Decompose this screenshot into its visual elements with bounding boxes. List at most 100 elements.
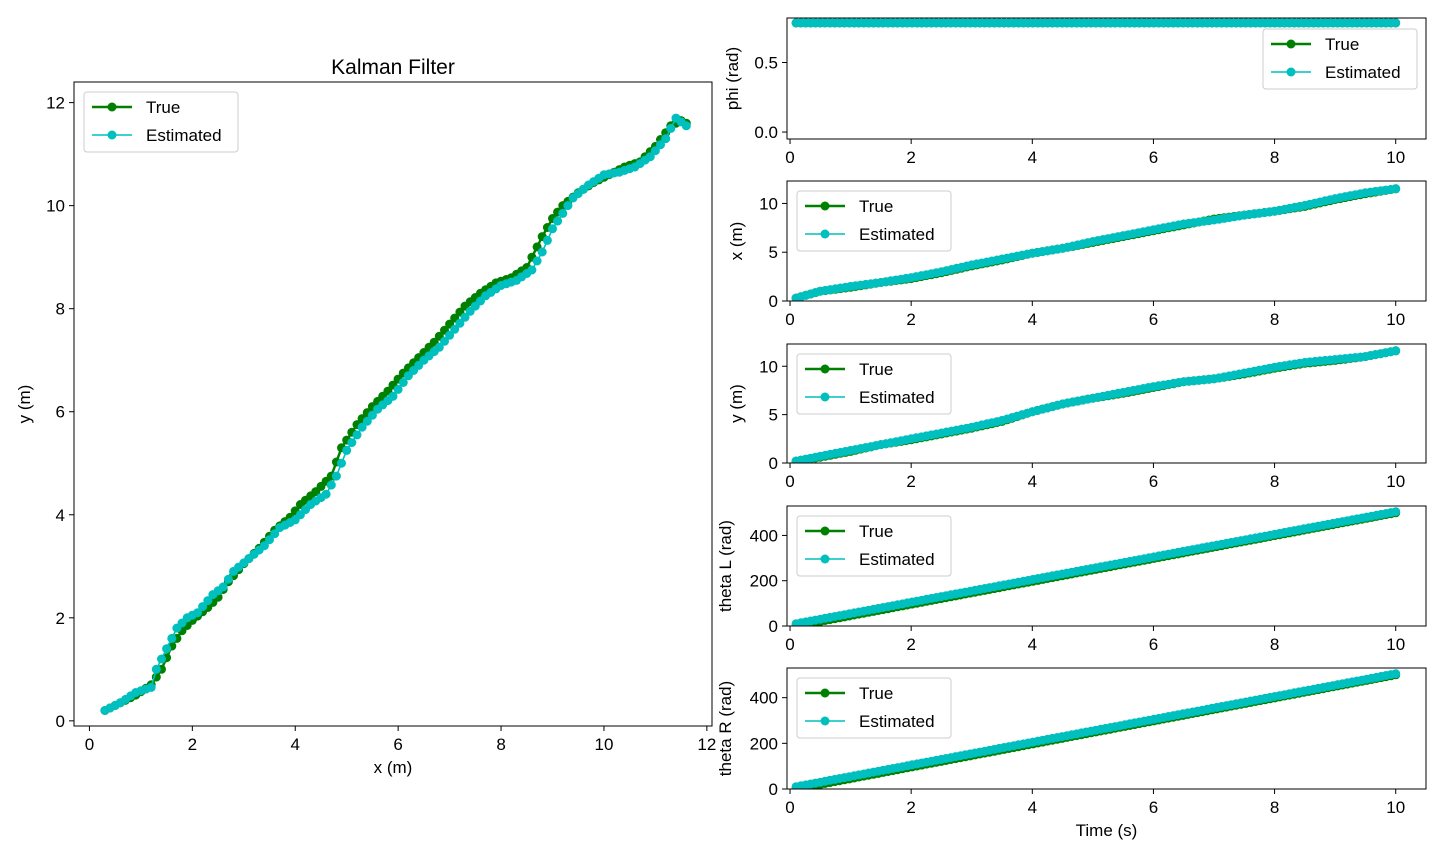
- chart-phi: 0 2 4 6 8 10 0.0 0.5 phi (rad) True Estimated: [723, 17, 1427, 167]
- x-tick-label: 8: [496, 735, 505, 754]
- plot-area: [791, 507, 1401, 626]
- plot-area: [791, 184, 1401, 301]
- data-point: [650, 146, 660, 156]
- x-tick-label: 8: [1270, 635, 1279, 654]
- legend-swatch-marker: [107, 130, 117, 140]
- data-point: [331, 471, 341, 481]
- data-point: [434, 342, 444, 352]
- data-point: [398, 378, 408, 387]
- legend-swatch-marker: [107, 102, 117, 112]
- legend-label-true: True: [859, 360, 893, 379]
- x-tick-label: 0: [785, 310, 794, 329]
- data-point: [362, 416, 372, 426]
- x-tick-label: 10: [1386, 310, 1405, 329]
- legend: True Estimated: [83, 91, 239, 153]
- x-axis-label: Time (s): [1076, 821, 1138, 840]
- x-tick-label: 4: [291, 735, 300, 754]
- axes-frame: [786, 667, 1427, 790]
- x-axis-label: x (m): [374, 758, 413, 777]
- series-markers-estimated: [791, 346, 1401, 463]
- y-tick-label: 8: [56, 300, 65, 319]
- x-tick-label: 8: [1270, 148, 1279, 167]
- data-point: [352, 430, 362, 440]
- x-tick-label: 4: [1028, 472, 1037, 491]
- axes-frame: [786, 505, 1427, 627]
- y-tick-label: 0: [769, 292, 778, 311]
- data-point: [558, 208, 568, 218]
- data-point: [1391, 346, 1401, 356]
- y-axis-label: theta L (rad): [716, 520, 735, 612]
- data-point: [342, 445, 352, 455]
- legend-label-estimated: Estimated: [146, 126, 222, 145]
- y-axis-label: phi (rad): [723, 47, 742, 110]
- x-tick-label: 0: [785, 472, 794, 491]
- data-point: [537, 247, 547, 257]
- data-point: [656, 140, 665, 150]
- legend: True Estimated: [796, 677, 952, 739]
- data-point: [548, 224, 557, 234]
- data-point: [218, 582, 228, 592]
- data-point: [532, 256, 542, 266]
- legend-label-true: True: [859, 684, 893, 703]
- y-tick-label: 0.5: [754, 54, 778, 73]
- x-tick-label: 2: [906, 635, 915, 654]
- x-tick-label: 0: [785, 148, 794, 167]
- x-tick-label: 10: [1386, 798, 1405, 817]
- x-tick-label: 12: [697, 735, 716, 754]
- y-tick-label: 0: [56, 712, 65, 731]
- y-tick-label: 10: [759, 357, 778, 376]
- plot-area: [100, 113, 691, 715]
- data-point: [563, 201, 573, 211]
- legend-label-estimated: Estimated: [859, 388, 935, 407]
- legend-swatch-marker: [1286, 39, 1296, 49]
- y-tick-label: 4: [56, 506, 65, 525]
- y-tick-label: 0.0: [754, 123, 778, 142]
- chart-y_state: 0 2 4 6 8 10 0 5 10 y (m) True Estimated: [727, 343, 1427, 491]
- legend: True Estimated: [796, 353, 952, 415]
- axes-frame: [786, 343, 1427, 464]
- data-point: [265, 535, 274, 545]
- data-point: [455, 318, 465, 328]
- data-point: [326, 480, 336, 490]
- legend-label-estimated: Estimated: [859, 225, 935, 244]
- legend-swatch-marker: [820, 201, 830, 211]
- legend: True Estimated: [796, 515, 952, 577]
- legend-label-true: True: [1325, 35, 1359, 54]
- y-tick-label: 0: [769, 454, 778, 473]
- y-tick-label: 200: [750, 734, 778, 753]
- data-point: [1391, 184, 1401, 194]
- series-markers-estimated: [791, 184, 1401, 301]
- y-tick-label: 0: [769, 780, 778, 799]
- y-tick-label: 12: [46, 94, 65, 113]
- x-tick-label: 8: [1270, 310, 1279, 329]
- x-tick-label: 4: [1028, 148, 1037, 167]
- plot-area: [791, 18, 1401, 28]
- data-point: [553, 216, 563, 226]
- y-tick-label: 200: [750, 572, 778, 591]
- data-point: [193, 608, 202, 618]
- chart-trajectory: 0 2 4 6 8 10 12 0 2 4 6 8 10 12 Kalman Filter x (m) y (m…: [15, 56, 716, 777]
- data-point: [347, 438, 357, 448]
- series-markers-estimated: [791, 507, 1401, 626]
- legend-swatch-marker: [820, 716, 830, 726]
- x-tick-label: 6: [1149, 472, 1158, 491]
- data-point: [259, 541, 269, 551]
- data-point: [460, 312, 470, 322]
- y-tick-label: 0: [769, 617, 778, 636]
- x-tick-label: 6: [1149, 798, 1158, 817]
- data-point: [450, 324, 460, 334]
- y-tick-label: 10: [759, 194, 778, 213]
- legend: True Estimated: [796, 190, 952, 252]
- data-point: [162, 644, 172, 654]
- legend-label-true: True: [146, 98, 180, 117]
- x-tick-label: 10: [594, 735, 613, 754]
- x-tick-label: 10: [1386, 635, 1405, 654]
- x-tick-label: 8: [1270, 472, 1279, 491]
- data-point: [542, 235, 552, 245]
- series-markers-estimated: [791, 18, 1401, 28]
- x-tick-label: 10: [1386, 148, 1405, 167]
- y-axis-label: y (m): [727, 384, 746, 423]
- chart-theta_l: 0 2 4 6 8 10 0 200 400 theta L (rad) True Estimated: [716, 505, 1427, 654]
- data-point: [357, 422, 367, 432]
